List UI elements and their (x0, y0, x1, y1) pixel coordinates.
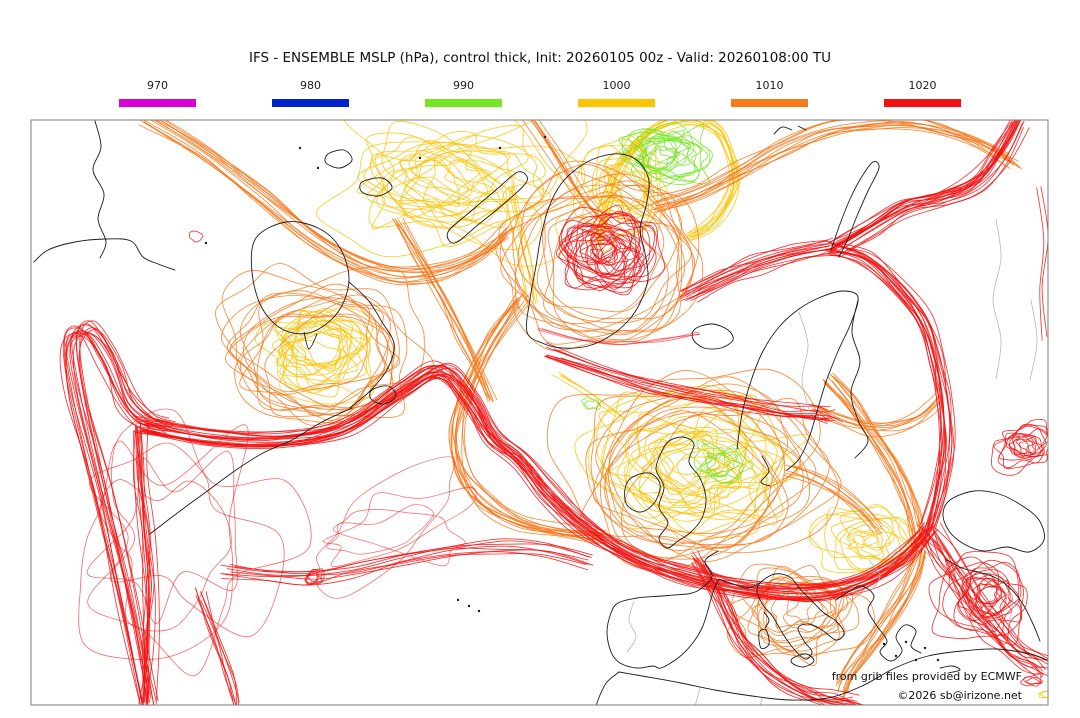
contour-layer-990 (580, 122, 754, 484)
legend-label: 1000 (602, 79, 631, 92)
legend-item-1020: 1020 (846, 80, 999, 107)
contour-layer-1020 (59, 120, 1048, 705)
map-frame (30, 119, 1049, 706)
map-content (33, 120, 1048, 705)
legend-label: 990 (453, 79, 474, 92)
legend-item-1010: 1010 (693, 80, 846, 107)
legend-swatch (272, 99, 349, 107)
contour-layer-1010 (138, 120, 1023, 700)
legend-label: 970 (147, 79, 168, 92)
legend-swatch (731, 99, 808, 107)
legend-swatch (425, 99, 502, 107)
legend-item-1000: 1000 (540, 80, 693, 107)
credit-line-2: ©2026 sb@irizone.net (897, 689, 1022, 702)
legend-label: 980 (300, 79, 321, 92)
credit-line-1: from grib files provided by ECMWF (831, 670, 1022, 683)
legend-swatch (578, 99, 655, 107)
legend-label: 1020 (908, 79, 937, 92)
legend-swatch (884, 99, 961, 107)
coastlines-layer (33, 120, 1048, 705)
legend-item-970: 970 (81, 80, 234, 107)
legend-swatch (119, 99, 196, 107)
legend-item-990: 990 (387, 80, 540, 107)
legend-label: 1010 (755, 79, 784, 92)
legend-item-980: 980 (234, 80, 387, 107)
legend: 970 980 990 1000 1010 1020 (81, 80, 999, 107)
chart-title: IFS - ENSEMBLE MSLP (hPa), control thick… (248, 50, 832, 66)
